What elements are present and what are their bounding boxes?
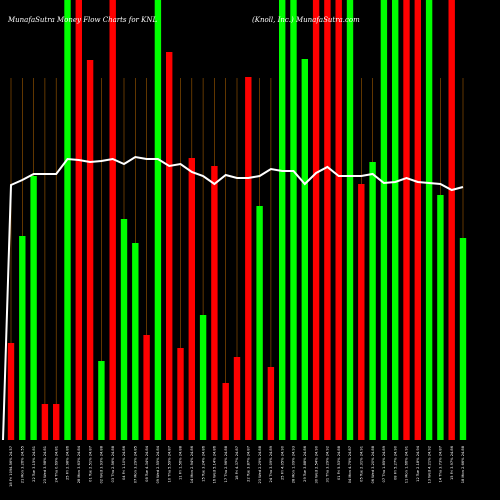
bar-down — [109, 0, 116, 440]
bar-down — [53, 404, 60, 440]
bar-up — [437, 195, 444, 440]
bar-up — [369, 162, 376, 440]
x-tick-label: 15 Tue 3.24% 24.86 — [201, 445, 205, 482]
bar-up — [199, 315, 207, 440]
bar-down — [143, 335, 150, 440]
x-tick-label: 24 Thu 0.69% 24.81 — [54, 446, 58, 482]
x-tick-label: 22 Tue 3.87% 24.87 — [247, 446, 251, 482]
bar-down — [86, 60, 94, 440]
bar-up — [30, 176, 37, 440]
x-tick-label: 07 Thu 1.85% 24.89 — [382, 445, 386, 482]
bar-down — [324, 0, 331, 440]
x-tick-label: 08 Fri 5.27% 24.90 — [393, 445, 397, 480]
x-tick-label: 10 Thu 5.59% 24.87 — [167, 446, 171, 482]
bar-up — [120, 219, 128, 440]
x-tick-label: 18 Mon 2.66% 24.88 — [461, 445, 465, 483]
bar-down — [312, 0, 320, 440]
x-tick-label: 14 Mon 2.94% 24.86 — [190, 445, 194, 483]
x-tick-label: 23 Wed 3.98% 24.81 — [43, 446, 47, 484]
x-tick-label: 29 Tue 3.88% 24.86 — [303, 445, 307, 482]
bar-up — [290, 0, 297, 440]
bar-up — [64, 0, 71, 440]
x-tick-label: 18 Fri 1094.56% 24.57 — [9, 446, 13, 487]
x-tick-label: 17 Thu 2.96% 24.88 — [224, 445, 228, 482]
bar-up — [346, 0, 354, 440]
bar-up — [256, 206, 263, 440]
x-tick-label: 13 Wed 4.21% 24.92 — [427, 446, 431, 484]
price-line — [2, 155, 464, 441]
x-tick-label: 23 Wed 2.29% 24.88 — [258, 445, 262, 483]
bar-up — [98, 361, 105, 440]
x-tick-label: 04 Mon 4.79% 24.87 — [348, 446, 352, 483]
x-axis-tick-labels: 18 Fri 1094.56% 24.57 21 Mon 3.26% 24.55 2… — [9, 445, 465, 487]
bar-down — [75, 0, 82, 440]
x-tick-label: 28 Mon 3.63% 24.84 — [77, 445, 81, 483]
bar-down — [166, 52, 173, 440]
x-tick-label: 03 Thu 2.56% 24.88 — [111, 445, 115, 482]
x-tick-label: 15 Fri 3.97% 24.86 — [450, 445, 454, 480]
x-tick-label: 04 Fri 1.10% 24.86 — [122, 445, 126, 480]
x-tick-label: 08 Tue 4.34% 24.84 — [145, 445, 149, 482]
chart-title-right: (Knoll, Inc.) MunafaSutra.com — [252, 16, 360, 24]
chart-title-left: MunafaSutra Money Flow Charts for KNL — [7, 16, 157, 24]
x-tick-label: 05 Tue 2.31% 24.91 — [360, 446, 364, 482]
x-tick-label: 11 Fri 1.56% 24.88 — [179, 445, 183, 480]
bar-up — [380, 0, 388, 440]
bars — [7, 0, 467, 440]
x-tick-label: 12 Tue 2.18% 24.94 — [416, 445, 420, 482]
x-tick-label: 28 Mon 1.09% 24.93 — [292, 446, 296, 483]
bar-up — [459, 238, 467, 440]
bar-down — [177, 348, 184, 440]
bar-down — [233, 357, 241, 440]
x-tick-label: 14 Thu 3.73% 24.87 — [439, 446, 443, 482]
bar-up — [19, 236, 26, 440]
bar-down — [7, 343, 15, 440]
bar-down — [414, 0, 421, 440]
bar-down — [188, 158, 195, 440]
x-tick-label: 18 Fri 4.37% 24.87 — [235, 446, 239, 480]
x-tick-label: 06 Wed 3.20% 24.88 — [371, 445, 375, 483]
bar-down — [245, 77, 252, 440]
bar-up — [132, 243, 139, 440]
bar-up — [301, 59, 308, 440]
bar-down — [211, 166, 218, 440]
x-tick-label: 09 Wed 2.55% 24.84 — [156, 445, 160, 483]
x-tick-label: 01 Tue 2.51% 24.87 — [88, 446, 92, 482]
x-tick-label: 01 Fri 5.53% 24.88 — [337, 445, 341, 480]
x-tick-label: 30 Wed 2.54% 24.90 — [314, 445, 318, 483]
x-tick-label: 02 Wed 3.93% 24.88 — [100, 445, 104, 483]
x-tick-label: 21 Mon 3.26% 24.55 — [21, 446, 25, 483]
bar-down — [448, 0, 455, 440]
bar-down — [403, 0, 410, 440]
x-tick-label: 22 Tue 3.15% 24.81 — [32, 446, 36, 482]
x-tick-label: 24 Thu 3.09% 24.89 — [269, 445, 273, 482]
x-tick-label: 11 Mon 1.66% 24.91 — [405, 446, 409, 483]
bar-down — [41, 404, 49, 440]
bar-down — [267, 367, 275, 440]
x-tick-label: 25 Fri 4.05% 24.90 — [280, 445, 284, 480]
bar-up — [392, 0, 399, 440]
bar-down — [335, 0, 342, 440]
bar-down — [358, 184, 365, 440]
bar-up — [154, 0, 162, 440]
bar-up — [279, 0, 286, 440]
x-tick-label: 25 Fri 2.98% 24.86 — [66, 445, 70, 480]
x-tick-label: 07 Mon 3.29% 24.85 — [134, 446, 138, 483]
x-tick-label: 16 Wed 5.14% 24.86 — [213, 445, 217, 483]
bar-down — [222, 383, 229, 440]
bar-up — [425, 0, 433, 440]
x-tick-label: 31 Thu 3.29% 24.92 — [326, 446, 330, 482]
